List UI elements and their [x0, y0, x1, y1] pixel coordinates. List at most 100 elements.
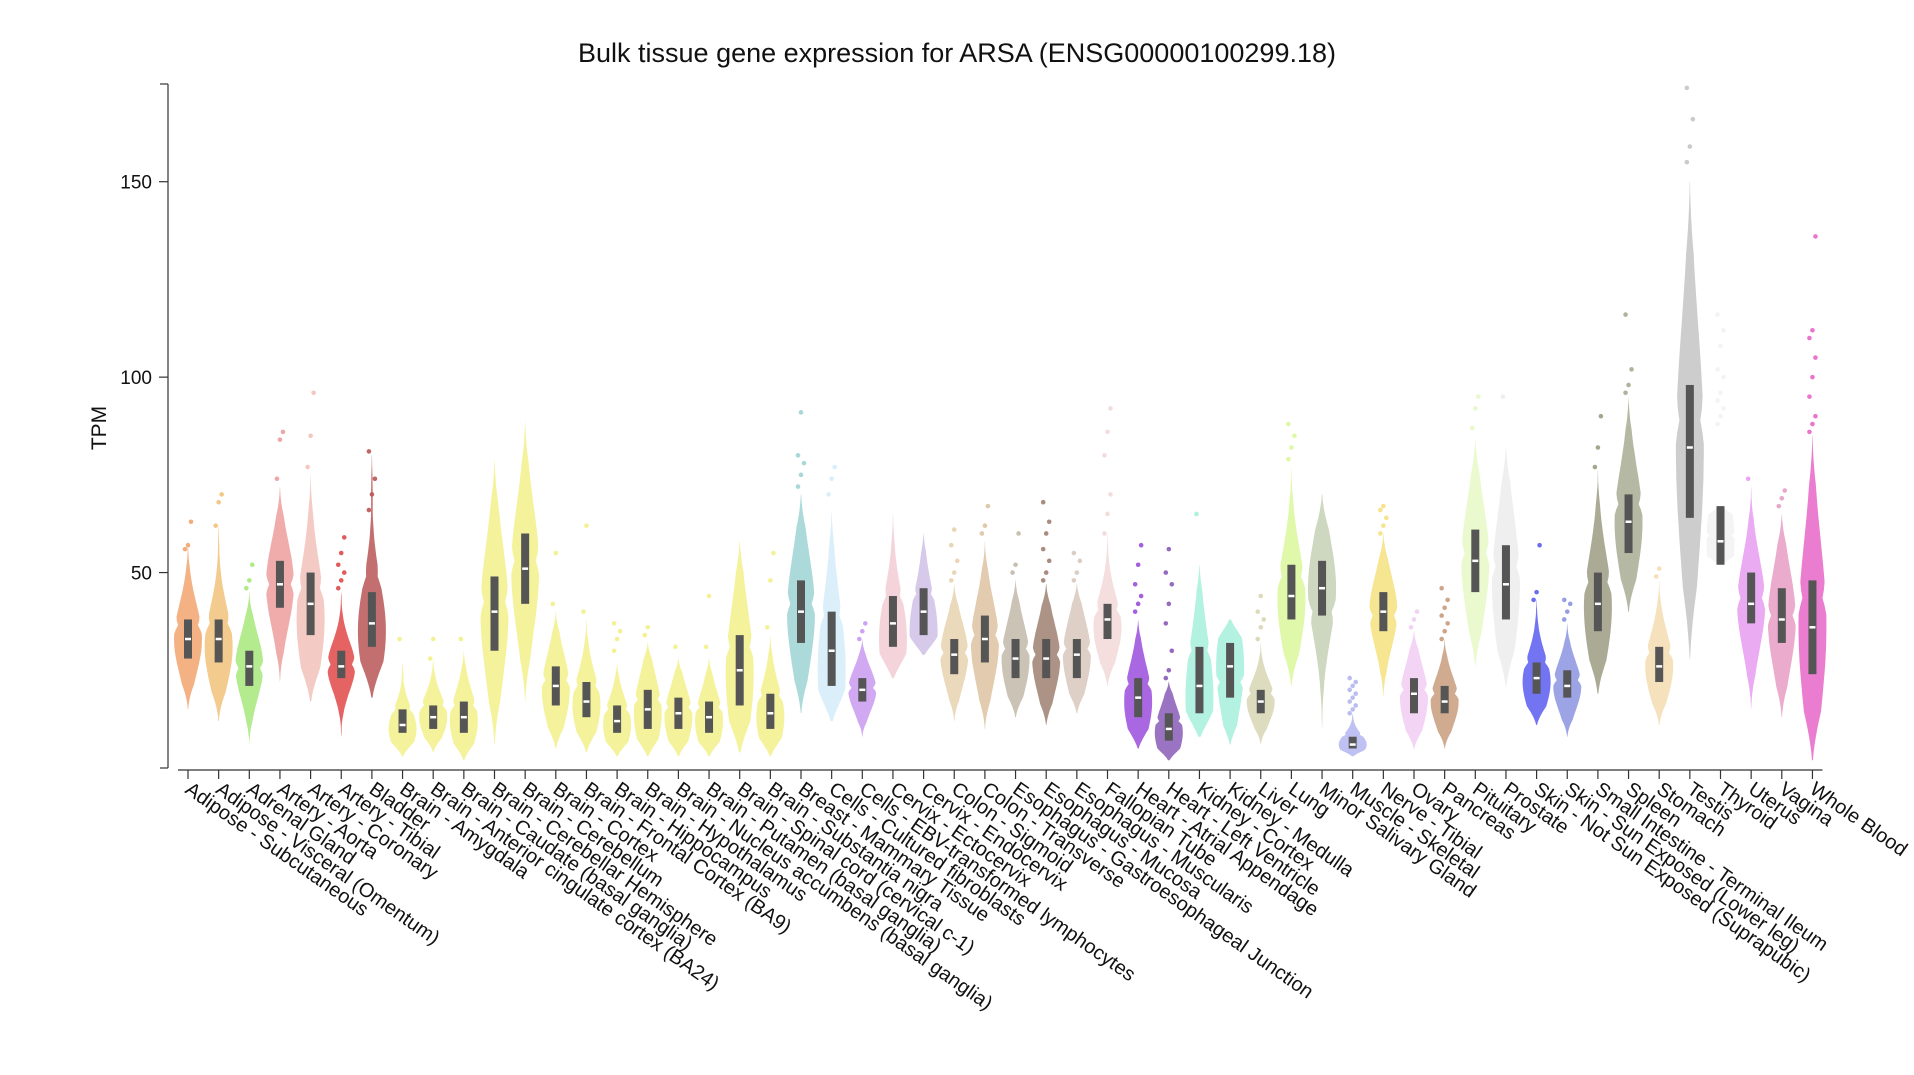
outlier-point	[673, 644, 678, 650]
outlier-point	[1040, 499, 1046, 505]
violin-group	[1124, 542, 1153, 749]
violins	[174, 85, 1827, 761]
outlier-point	[1690, 116, 1696, 122]
violin-group	[1185, 511, 1214, 737]
outlier-point	[1745, 476, 1751, 482]
violin-group	[848, 621, 877, 737]
outlier-point	[1442, 628, 1447, 634]
violin-group	[664, 644, 693, 757]
outlier-point	[1813, 234, 1818, 239]
violin-box	[766, 693, 775, 729]
outlier-point	[1810, 327, 1815, 333]
outlier-point	[1807, 429, 1812, 435]
violin-group	[419, 636, 448, 753]
outlier-point	[219, 492, 224, 497]
outlier-point	[1166, 667, 1172, 673]
outlier-point	[1347, 687, 1352, 693]
outlier-point	[1163, 675, 1169, 681]
outlier-point	[213, 523, 218, 528]
outlier-point	[1102, 453, 1107, 458]
outlier-point	[250, 562, 255, 568]
violin-group	[235, 562, 264, 745]
outlier-point	[1194, 511, 1199, 517]
outlier-point	[1715, 367, 1720, 372]
outlier-point	[1138, 593, 1144, 599]
outlier-point	[1721, 406, 1726, 411]
outlier-point	[335, 562, 341, 568]
y-axis-label: TPM	[88, 406, 111, 450]
outlier-point	[948, 578, 954, 583]
outlier-point	[1564, 609, 1570, 614]
outlier-point	[188, 519, 194, 525]
outlier-point	[1010, 570, 1015, 575]
y-axis: 50 100 150	[120, 83, 169, 769]
outlier-point	[1623, 312, 1628, 317]
outlier-point	[1445, 597, 1450, 603]
violin-body	[1338, 713, 1367, 757]
outlier-point	[369, 492, 375, 497]
violin-group	[511, 420, 540, 702]
outlier-point	[795, 484, 801, 489]
outlier-point	[1782, 488, 1788, 493]
violin-group	[1430, 585, 1459, 749]
outlier-point	[185, 542, 191, 548]
violin-box	[1287, 564, 1296, 620]
outlier-point	[1721, 327, 1726, 333]
outlier-point	[832, 464, 837, 470]
outlier-point	[1353, 691, 1358, 697]
outlier-point	[1077, 558, 1083, 564]
outlier-point	[826, 492, 831, 497]
violin-group	[909, 533, 938, 655]
outlier-point	[1718, 413, 1723, 419]
outlier-point	[372, 476, 378, 482]
y-tick-label: 50	[131, 564, 152, 585]
violin-box	[245, 650, 254, 686]
outlier-point	[1656, 566, 1662, 571]
outlier-point	[1138, 542, 1144, 548]
outlier-point	[553, 550, 559, 556]
outlier-point	[801, 460, 807, 466]
outlier-point	[1135, 601, 1141, 607]
outlier-point	[951, 527, 957, 532]
violin-group	[204, 492, 233, 722]
outlier-point	[1261, 617, 1267, 622]
outlier-point	[1687, 144, 1693, 149]
outlier-point	[1653, 574, 1659, 579]
violin-group	[1767, 488, 1796, 718]
violin-body	[879, 513, 907, 679]
outlier-point	[1102, 531, 1107, 536]
outlier-point	[645, 624, 651, 630]
violin-group	[388, 636, 417, 757]
outlier-point	[366, 449, 372, 454]
outlier-point	[1626, 382, 1631, 388]
outlier-point	[1473, 406, 1478, 411]
violin-box	[888, 596, 897, 647]
outlier-point	[1040, 578, 1046, 583]
violin-group	[787, 410, 815, 714]
violin-group	[266, 429, 294, 682]
outlier-point	[1378, 531, 1383, 536]
outlier-point	[1561, 597, 1567, 603]
violin-group	[1614, 312, 1643, 612]
outlier-point	[642, 632, 648, 638]
outlier-point	[611, 648, 617, 654]
x-axis	[178, 769, 1823, 779]
outlier-point	[860, 628, 865, 634]
outlier-point	[1807, 394, 1812, 399]
violin-group	[817, 464, 846, 722]
outlier-point	[1258, 624, 1264, 630]
outlier-point	[1286, 421, 1291, 427]
outlier-point	[1108, 492, 1113, 497]
violin-box	[490, 576, 499, 651]
violin-group	[1062, 550, 1091, 714]
violin-group	[1369, 503, 1398, 698]
violin-box	[1072, 639, 1081, 679]
violin-group	[1338, 675, 1367, 757]
outlier-point	[1476, 394, 1481, 399]
outlier-point	[979, 531, 985, 536]
outlier-point	[771, 550, 776, 556]
violin-group	[327, 535, 355, 737]
outlier-point	[1715, 398, 1720, 403]
outlier-point	[430, 636, 436, 642]
